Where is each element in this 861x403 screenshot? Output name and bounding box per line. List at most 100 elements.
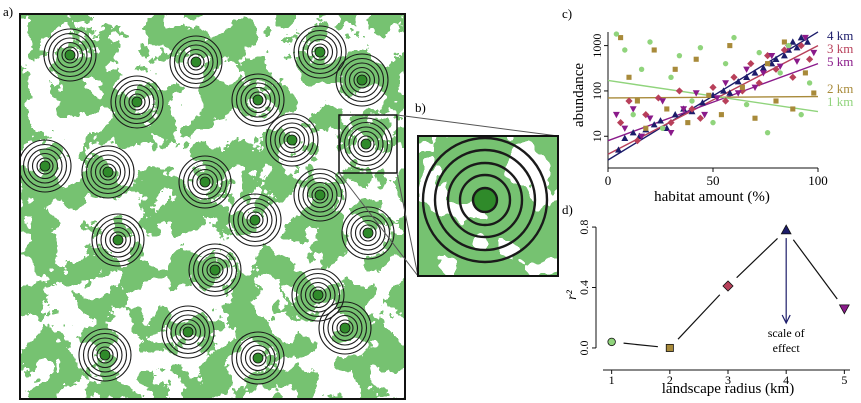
- chart-d-y-tick-label: 0.8: [577, 220, 591, 235]
- chart-c-point: [676, 52, 683, 59]
- zoom-ring: [433, 148, 537, 252]
- chart-c-point: [759, 64, 767, 71]
- site-center: [252, 352, 264, 364]
- site-ring: [31, 152, 59, 180]
- chart-c-point: [751, 69, 759, 76]
- chart-c-point: [617, 119, 625, 127]
- chart-c-point: [720, 87, 727, 94]
- chart-c-legend-entry: 2 km: [827, 81, 853, 96]
- chart-d-point: [722, 280, 734, 292]
- site-ring: [232, 197, 278, 243]
- chart-c-point: [798, 111, 804, 118]
- chart-c-point: [785, 42, 792, 49]
- site-ring: [244, 344, 272, 372]
- chart-c-point: [811, 90, 817, 96]
- chart-d-x-tick-label: 1: [609, 373, 615, 387]
- site-ring: [82, 332, 128, 378]
- chart-c-point: [756, 49, 762, 56]
- site-ring: [241, 206, 269, 234]
- site-ring: [178, 155, 232, 209]
- site-ring: [331, 314, 359, 342]
- chart-c-x-tick-label: 50: [707, 173, 720, 188]
- chart-d-ylabel: r²: [565, 289, 580, 299]
- zoom-ring: [458, 173, 512, 227]
- chart-c-point: [743, 66, 751, 73]
- chart-c-point: [663, 124, 671, 131]
- chart-d-x-tick-label: 2: [667, 373, 673, 387]
- chart-c-point: [643, 125, 649, 131]
- chart-c-y-tick-label: 10: [590, 130, 604, 142]
- site-ring: [170, 314, 206, 350]
- zoom-site-center: [473, 188, 497, 212]
- site-center: [209, 264, 221, 276]
- site-ring: [173, 39, 219, 85]
- scale-of-effect-annotation: scale of effect: [768, 238, 805, 355]
- site-ring: [197, 252, 233, 288]
- site-center: [199, 176, 211, 188]
- site-ring: [231, 331, 285, 385]
- chart-c-point: [709, 83, 717, 91]
- site-ring: [61, 46, 79, 64]
- chart-c-point: [650, 121, 658, 128]
- site-ring: [161, 305, 215, 359]
- chart-c-point: [801, 34, 809, 42]
- chart-c-point: [751, 84, 759, 91]
- chart-c-point: [626, 74, 632, 80]
- chart-d-point: [665, 343, 674, 352]
- chart-c-point: [685, 120, 691, 126]
- site-center: [249, 214, 261, 226]
- chart-c-point: [615, 146, 622, 153]
- site-ring: [235, 335, 281, 381]
- chart-c-point: [668, 74, 674, 80]
- chart-c-point: [701, 111, 709, 119]
- chart-c-point: [797, 42, 805, 50]
- site-ring: [353, 71, 371, 89]
- chart-c-point: [755, 79, 763, 87]
- site-ring: [187, 164, 223, 200]
- chart-c-point: [642, 111, 650, 119]
- site-ring: [231, 73, 285, 127]
- chart-d-point: [607, 337, 616, 347]
- site-ring: [206, 261, 224, 279]
- site-ring: [47, 32, 93, 78]
- site-ring: [52, 37, 88, 73]
- chart-c-point: [706, 92, 712, 98]
- chart-c-point: [777, 70, 783, 76]
- chart-c-legend: 4 km3 km5 km 2 km1 km: [827, 28, 853, 109]
- zoom-box: [338, 114, 398, 174]
- chart-c-point: [722, 80, 730, 87]
- site-ring: [357, 135, 375, 153]
- site-ring: [123, 88, 151, 116]
- chart-c-point: [726, 89, 734, 96]
- site-center: [356, 74, 368, 86]
- chart-c-point: [790, 106, 796, 112]
- chart-c-point: [667, 119, 675, 127]
- site-center: [286, 134, 298, 146]
- site-ring: [269, 117, 315, 163]
- site-ring: [306, 38, 334, 66]
- site-center: [190, 56, 202, 68]
- chart-d-y-tick-label: 0.4: [577, 280, 591, 295]
- chart-c-point: [671, 111, 679, 118]
- site-ring: [169, 35, 223, 89]
- site-ring: [36, 157, 54, 175]
- chart-d-x-tick-label: 5: [841, 373, 847, 387]
- chart-c-point: [680, 106, 688, 113]
- chart-c-xlabel: habitat amount (%): [654, 189, 770, 205]
- site-ring: [327, 310, 363, 346]
- chart-c-point: [730, 73, 738, 81]
- chart-c-point: [810, 49, 818, 57]
- site-ring: [302, 177, 338, 213]
- site-center: [339, 322, 351, 334]
- sampling-sites: [20, 25, 395, 385]
- chart-c-point: [629, 106, 637, 113]
- chart-d-point: [780, 224, 792, 235]
- chart-c-point: [722, 60, 729, 67]
- site-ring: [336, 319, 354, 337]
- chart-d-connector: [792, 239, 838, 300]
- site-ring: [95, 217, 141, 263]
- site-ring: [344, 62, 380, 98]
- site-ring: [265, 113, 319, 167]
- chart-c-point: [693, 56, 699, 62]
- panel-d-label: d): [562, 202, 573, 217]
